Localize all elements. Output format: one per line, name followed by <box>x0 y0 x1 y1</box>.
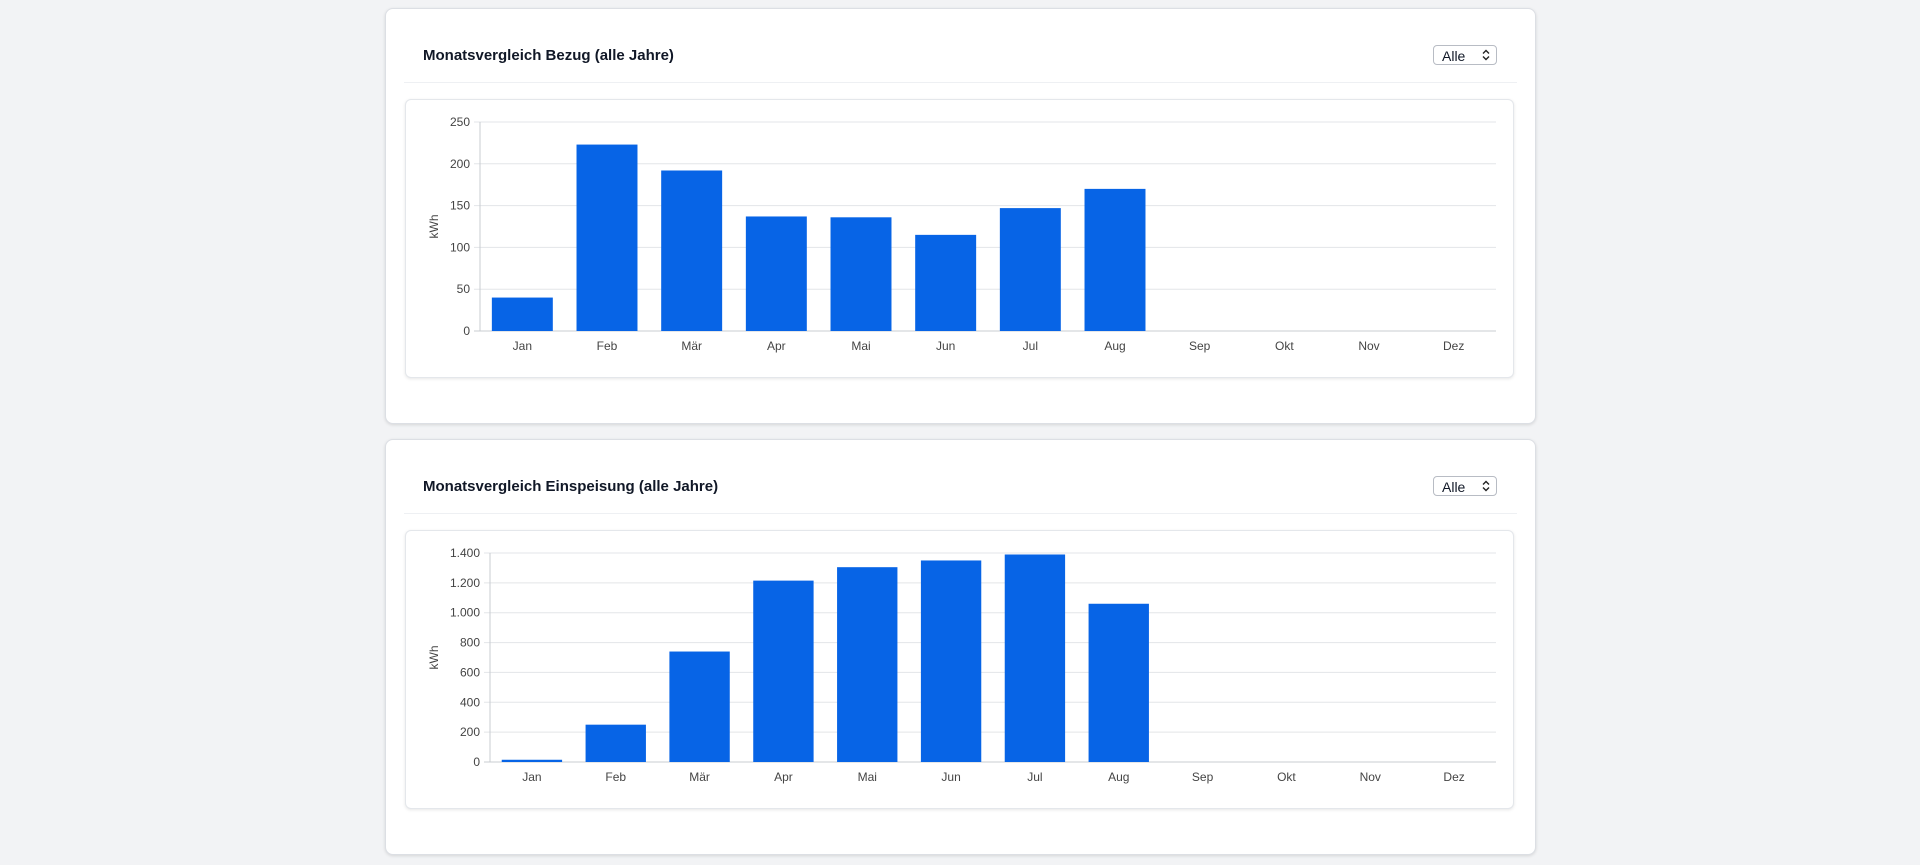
x-tick-label: Jun <box>936 339 955 353</box>
y-tick-label: 200 <box>450 157 470 171</box>
bar-feb[interactable] <box>585 724 646 762</box>
bar-mär[interactable] <box>661 170 723 331</box>
bar-aug[interactable] <box>1088 603 1149 762</box>
x-tick-label: Mär <box>689 770 710 784</box>
x-tick-label: Okt <box>1277 770 1296 784</box>
year-select[interactable]: Alle <box>1433 45 1497 65</box>
x-tick-label: Jun <box>941 770 960 784</box>
x-tick-label: Jan <box>522 770 541 784</box>
y-tick-label: 800 <box>460 636 480 650</box>
x-tick-label: Jul <box>1023 339 1038 353</box>
bar-aug[interactable] <box>1084 188 1146 331</box>
x-tick-label: Apr <box>774 770 793 784</box>
bar-jan[interactable] <box>491 297 553 331</box>
y-tick-label: 0 <box>463 324 470 338</box>
einspeisung-bar-chart: 0 200 400 600 800 1.000 1.200 1.400 kWh Jan Feb Mär… <box>427 546 1496 784</box>
y-tick-label: 1.000 <box>450 606 480 620</box>
year-select[interactable]: Alle <box>1433 476 1497 496</box>
bar-apr[interactable] <box>753 580 814 762</box>
x-tick-label: Dez <box>1443 339 1464 353</box>
x-tick-label: Jul <box>1027 770 1042 784</box>
y-tick-label: 600 <box>460 665 480 679</box>
bar-mai[interactable] <box>830 217 892 331</box>
x-tick-label: Aug <box>1108 770 1129 784</box>
x-tick-label: Apr <box>767 339 786 353</box>
y-tick-label: 200 <box>460 725 480 739</box>
x-tick-label: Jan <box>513 339 532 353</box>
bar-mär[interactable] <box>669 651 730 762</box>
bar-jul[interactable] <box>1004 554 1066 762</box>
y-tick-label: 400 <box>460 695 480 709</box>
y-tick-label: 250 <box>450 115 470 129</box>
x-tick-label: Dez <box>1443 770 1464 784</box>
bar-jul[interactable] <box>999 208 1061 331</box>
x-tick-label: Mai <box>858 770 877 784</box>
bar-jan[interactable] <box>501 759 563 762</box>
card-header: Monatsvergleich Bezug (alle Jahre) Alle <box>404 9 1517 83</box>
card-title: Monatsvergleich Bezug (alle Jahre) <box>423 47 674 64</box>
x-tick-label: Mär <box>681 339 702 353</box>
x-tick-label: Okt <box>1275 339 1294 353</box>
y-tick-label: 150 <box>450 199 470 213</box>
y-tick-label: 1.400 <box>450 546 480 560</box>
x-tick-label: Nov <box>1358 339 1379 353</box>
x-tick-label: Nov <box>1360 770 1381 784</box>
y-tick-label: 50 <box>457 282 471 296</box>
bezug-bar-chart: 0 50 100 150 200 250 kWh Jan Feb Mär Apr Mai Jun Jul A… <box>427 115 1496 353</box>
bar-feb[interactable] <box>576 144 638 331</box>
y-tick-label: 100 <box>450 240 470 254</box>
y-axis-label: kWh <box>427 215 441 239</box>
select-value: Alle <box>1442 48 1466 64</box>
y-axis-label: kWh <box>427 646 441 670</box>
y-tick-label: 0 <box>473 755 480 769</box>
y-tick-label: 1.200 <box>450 576 480 590</box>
x-tick-label: Sep <box>1189 339 1211 353</box>
x-tick-label: Sep <box>1192 770 1214 784</box>
bar-jun[interactable] <box>920 560 982 762</box>
card-title: Monatsvergleich Einspeisung (alle Jahre) <box>423 478 719 495</box>
chevron-updown-icon <box>1482 49 1490 61</box>
bar-jun[interactable] <box>915 234 977 331</box>
bar-mai[interactable] <box>837 567 898 762</box>
x-tick-label: Feb <box>605 770 626 784</box>
card-header: Monatsvergleich Einspeisung (alle Jahre)… <box>404 440 1517 514</box>
bar-apr[interactable] <box>745 216 807 331</box>
x-tick-label: Aug <box>1104 339 1125 353</box>
einspeisung-card: Monatsvergleich Einspeisung (alle Jahre)… <box>385 439 1536 855</box>
bezug-card: Monatsvergleich Bezug (alle Jahre) Alle … <box>385 8 1536 424</box>
chevron-updown-icon <box>1482 480 1490 492</box>
chart-container: 0 200 400 600 800 1.000 1.200 1.400 kWh Jan Feb Mär… <box>405 530 1514 809</box>
x-tick-label: Mai <box>851 339 870 353</box>
chart-container: 0 50 100 150 200 250 kWh Jan Feb Mär Apr Mai Jun Jul A… <box>405 99 1514 378</box>
x-tick-label: Feb <box>597 339 618 353</box>
select-value: Alle <box>1442 479 1466 495</box>
